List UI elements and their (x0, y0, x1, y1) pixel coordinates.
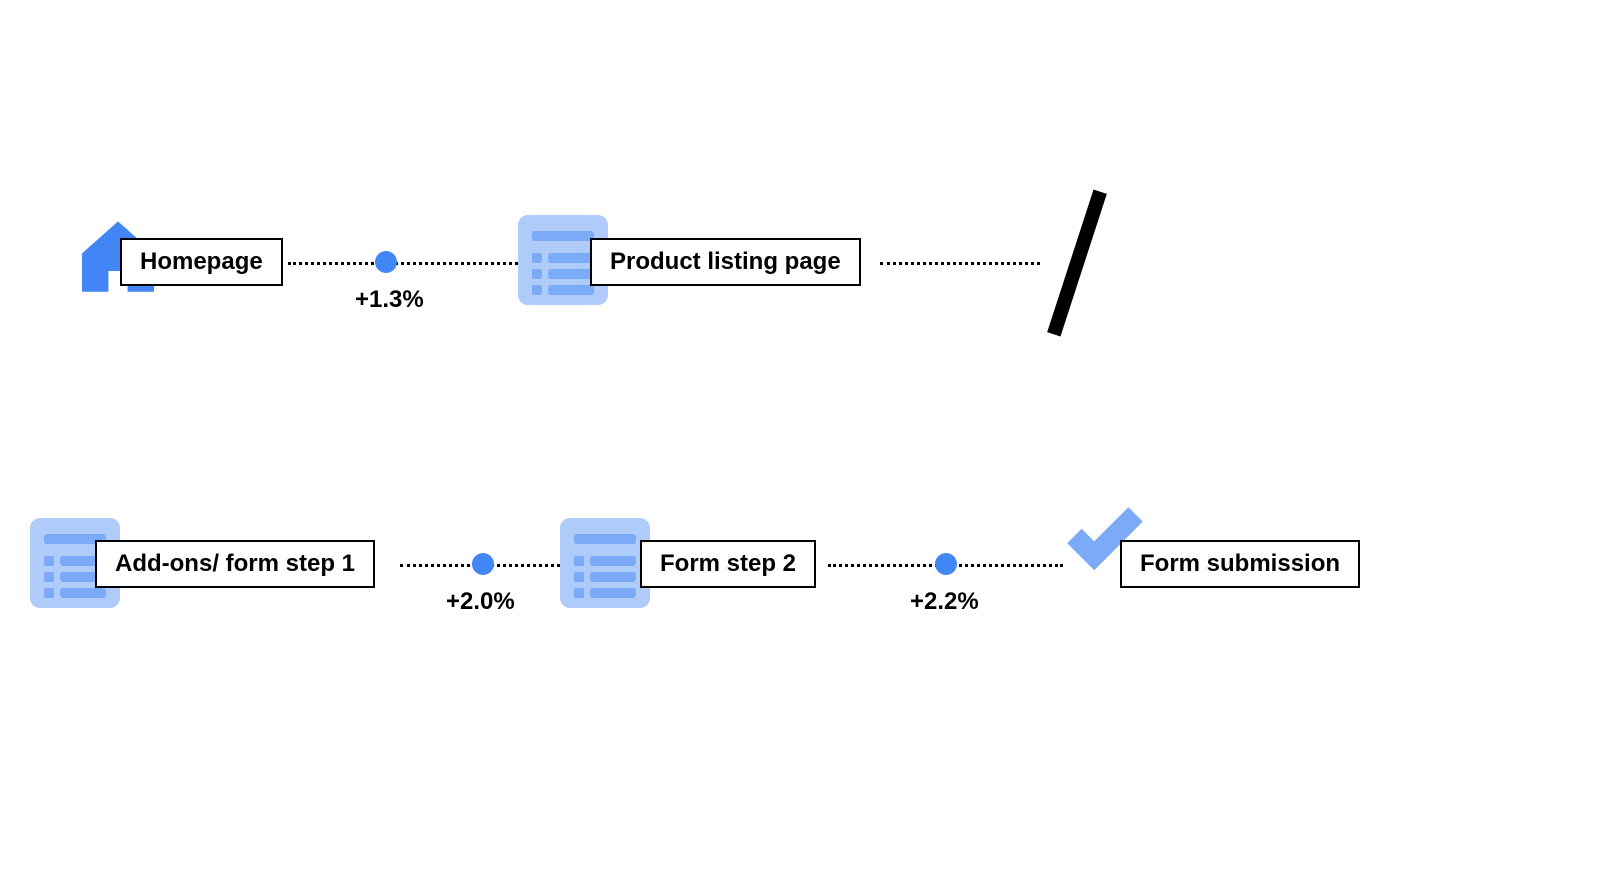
metric-3-value: +2.2% (910, 588, 979, 615)
node-addons-label: Add-ons/ form step 1 (115, 550, 355, 577)
metric-1: +1.3% (355, 286, 424, 314)
metric-1-value: +1.3% (355, 286, 424, 313)
node-submit: Form submission (1120, 540, 1360, 588)
node-homepage-label: Homepage (140, 248, 263, 275)
flow-diagram: Homepage +1.3% Product listing page Add-… (0, 0, 1601, 874)
metric-dot (935, 553, 957, 575)
node-homepage: Homepage (120, 238, 283, 286)
node-addons: Add-ons/ form step 1 (95, 540, 375, 588)
node-plp-label: Product listing page (610, 248, 841, 275)
node-plp: Product listing page (590, 238, 861, 286)
metric-2-value: +2.0% (446, 588, 515, 615)
metric-dot (375, 251, 397, 273)
node-step2-label: Form step 2 (660, 550, 796, 577)
connector (880, 262, 1040, 265)
node-submit-label: Form submission (1140, 550, 1340, 577)
break-marker (1047, 190, 1107, 337)
list-icon (560, 518, 650, 608)
metric-2: +2.0% (446, 588, 515, 616)
metric-3: +2.2% (910, 588, 979, 616)
connector (288, 262, 518, 265)
node-step2: Form step 2 (640, 540, 816, 588)
metric-dot (472, 553, 494, 575)
